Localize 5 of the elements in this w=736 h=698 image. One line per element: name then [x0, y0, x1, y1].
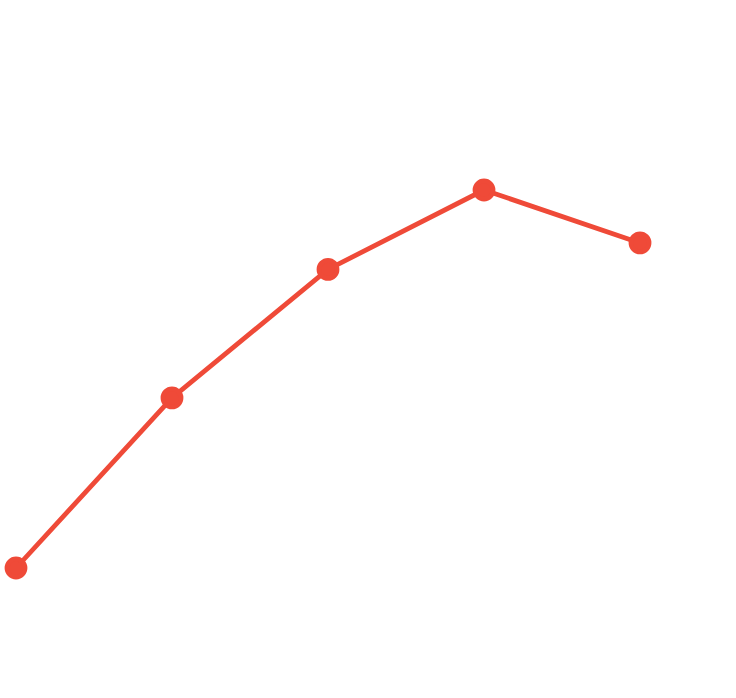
point: [4, 556, 28, 580]
point: [160, 386, 184, 410]
point: [628, 231, 652, 255]
point: [472, 178, 496, 202]
point: [316, 257, 340, 281]
